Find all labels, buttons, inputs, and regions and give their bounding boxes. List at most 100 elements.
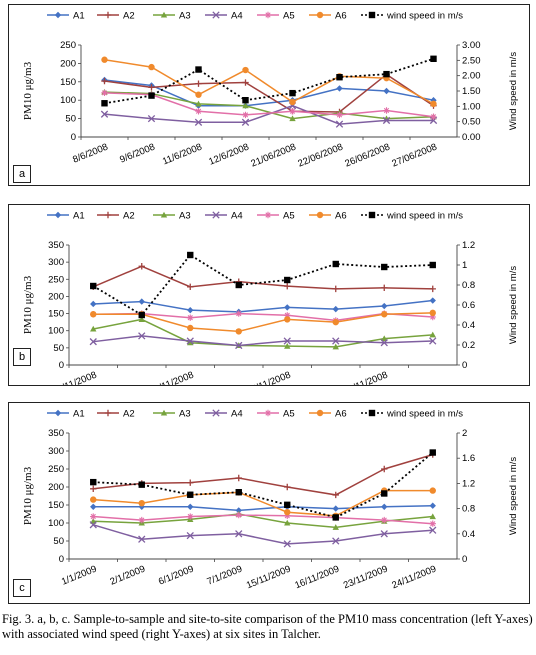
- data-point: [381, 503, 388, 510]
- x-tick-label: 27/06/2008: [390, 142, 438, 170]
- data-point: [284, 312, 291, 319]
- data-point: [148, 84, 155, 91]
- legend-label: A3: [179, 11, 191, 22]
- legend-label: A2: [123, 11, 135, 22]
- data-point: [380, 530, 388, 538]
- data-point: [336, 74, 343, 81]
- legend-marker: [54, 11, 62, 19]
- data-point: [138, 316, 145, 322]
- series-a6: [101, 56, 437, 108]
- series-line: [93, 514, 433, 525]
- data-point: [429, 331, 436, 338]
- legend-label: A4: [231, 409, 243, 420]
- data-point: [381, 302, 388, 310]
- legend-item: A1: [47, 211, 85, 222]
- data-point: [138, 500, 145, 507]
- series-line: [104, 58, 434, 105]
- series-line: [104, 92, 434, 118]
- y2-axis-title: Wind speed in m/s: [508, 457, 519, 535]
- legend-label: A1: [73, 211, 85, 222]
- legend-item: A2: [97, 409, 135, 420]
- x-tick-label: 22/06/2008: [296, 142, 344, 170]
- data-point: [195, 80, 202, 87]
- legend-item: A4: [205, 211, 243, 222]
- data-point: [381, 263, 388, 271]
- y-tick-label: 200: [48, 482, 64, 493]
- data-point: [284, 316, 291, 323]
- y-axis-title: PM10 μg/m3: [22, 466, 34, 525]
- legend-marker: [264, 11, 272, 19]
- data-point: [187, 513, 194, 520]
- legend-marker: [54, 409, 62, 417]
- series-line: [93, 504, 433, 512]
- legend-item: A3: [153, 11, 191, 22]
- data-point: [429, 526, 437, 534]
- legend-marker: [160, 211, 168, 218]
- y-tick-label: 350: [48, 240, 64, 251]
- y2-tick-label: 0: [462, 554, 467, 565]
- y-tick-label: 50: [65, 114, 76, 125]
- data-point: [336, 85, 343, 92]
- data-point: [235, 328, 242, 335]
- data-point: [186, 337, 194, 345]
- data-point: [332, 514, 339, 521]
- data-point: [138, 332, 146, 340]
- y2-tick-label: 0.8: [462, 280, 475, 291]
- data-point: [283, 337, 291, 345]
- data-point: [289, 115, 296, 122]
- x-tick-label: 11/6/2008: [161, 142, 204, 168]
- data-point: [381, 311, 388, 318]
- chart-panel-c: A1 A2 A3 A4 A5 A6 wind speed in m/s 0 50 100 150 20…: [8, 402, 530, 604]
- legend-item: A2: [97, 211, 135, 222]
- data-point: [195, 100, 202, 107]
- series-a4: [89, 332, 437, 350]
- data-point: [430, 113, 437, 120]
- series-line: [104, 57, 434, 105]
- series-line: [93, 453, 433, 496]
- legend-item: A3: [153, 211, 191, 222]
- data-point: [235, 310, 242, 317]
- data-point: [148, 63, 155, 71]
- data-point: [195, 91, 202, 98]
- data-point: [90, 503, 97, 510]
- data-point: [187, 491, 194, 498]
- legend-marker: [316, 211, 324, 219]
- panel-label-b: b: [13, 348, 31, 366]
- data-point: [284, 276, 291, 284]
- data-point: [429, 502, 436, 509]
- data-point: [187, 479, 194, 486]
- y2-tick-label: 1.6: [462, 453, 475, 464]
- legend-marker: [368, 211, 376, 219]
- y-tick-label: 300: [48, 257, 64, 268]
- data-point: [381, 335, 388, 342]
- legend-item: wind speed in m/s: [361, 211, 463, 222]
- y2-tick-label: 2.00: [462, 71, 481, 82]
- chart-c-svg: A1 A2 A3 A4 A5 A6 wind speed in m/s05010015020…: [22, 409, 519, 592]
- series-wind-speed-in-m/s: [90, 251, 436, 319]
- y-tick-label: 150: [48, 309, 64, 320]
- series-line: [104, 91, 434, 120]
- data-point: [138, 503, 145, 510]
- y2-tick-label: 0.50: [462, 117, 481, 128]
- data-point: [89, 521, 97, 529]
- x-tick-label: 10/11/2008: [148, 370, 196, 385]
- series-line: [93, 335, 433, 347]
- data-point: [332, 343, 339, 350]
- data-point: [332, 524, 339, 530]
- legend-item: wind speed in m/s: [361, 409, 463, 420]
- series-line: [93, 489, 433, 517]
- data-point: [284, 509, 291, 516]
- legend: A1 A2 A3 A4 A5 A6 wind speed in m/s: [47, 211, 463, 222]
- y-tick-label: 0: [71, 132, 76, 143]
- legend-item: A4: [205, 409, 243, 420]
- y-tick-label: 250: [48, 274, 64, 285]
- data-point: [89, 338, 97, 346]
- data-point: [242, 66, 249, 74]
- data-point: [148, 92, 155, 99]
- x-tick-label: 9/6/2008: [118, 142, 156, 166]
- data-point: [187, 314, 194, 321]
- series-line: [104, 79, 434, 107]
- y2-tick-label: 0.4: [462, 529, 475, 540]
- y-tick-label: 250: [48, 464, 64, 475]
- data-point: [332, 260, 339, 268]
